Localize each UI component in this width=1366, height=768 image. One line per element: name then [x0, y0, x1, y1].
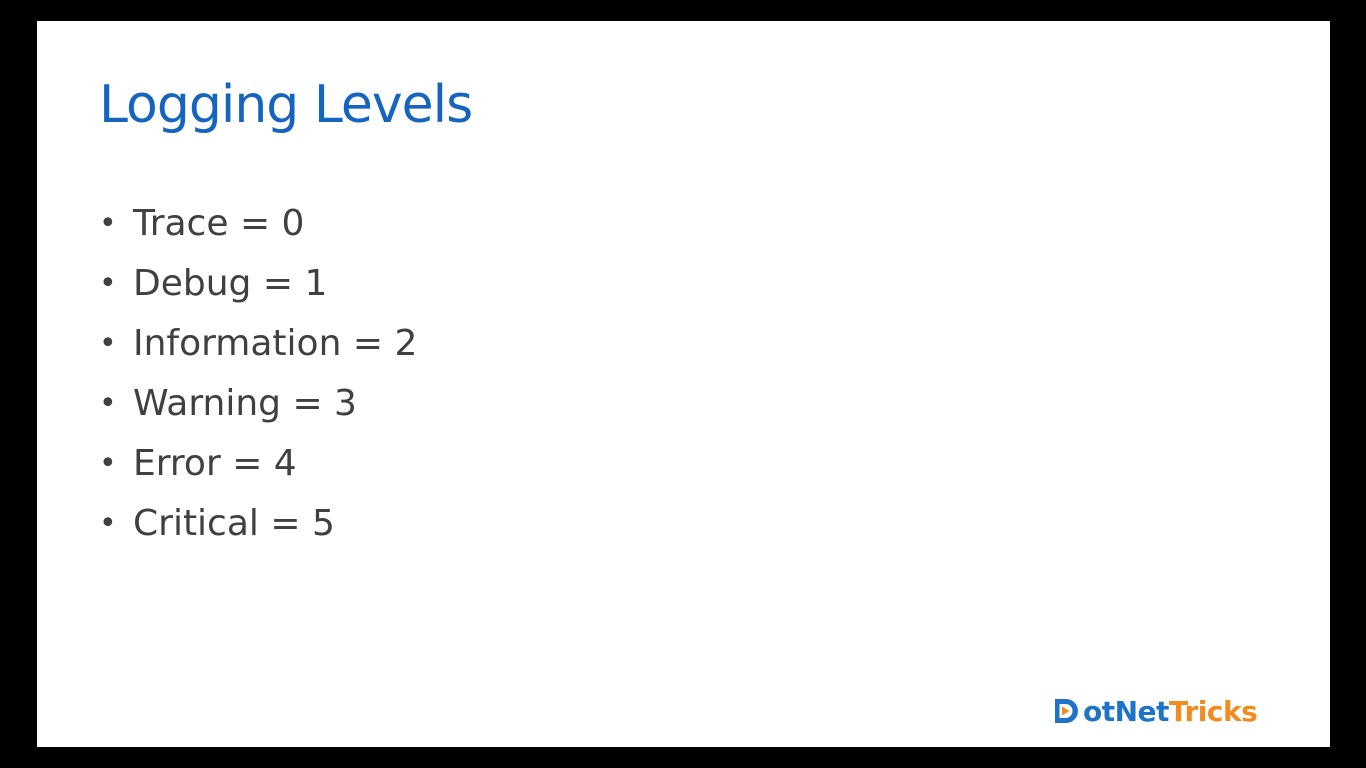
- bullet-text: Warning = 3: [133, 382, 357, 424]
- bullet-item: • Critical = 5: [99, 493, 417, 553]
- logo-text-tricks: Tricks: [1168, 694, 1258, 728]
- bullet-marker: •: [99, 385, 117, 421]
- bullet-item: • Error = 4: [99, 433, 417, 493]
- logo-text-dotnet: otNet: [1083, 694, 1169, 728]
- slide-title: Logging Levels: [99, 75, 473, 135]
- dotnettricks-logo: otNet Tricks: [1051, 693, 1258, 729]
- bullet-text: Information = 2: [133, 322, 418, 364]
- bullet-marker: •: [99, 325, 117, 361]
- bullet-item: • Trace = 0: [99, 193, 417, 253]
- bullet-text: Trace = 0: [133, 202, 305, 244]
- play-d-logo-icon: [1055, 699, 1078, 723]
- bullet-marker: •: [99, 445, 117, 481]
- bullet-marker: •: [99, 205, 117, 241]
- bullet-text: Debug = 1: [133, 262, 328, 304]
- slide: Logging Levels • Trace = 0 • Debug = 1 •…: [37, 21, 1330, 747]
- bullet-list: • Trace = 0 • Debug = 1 • Information = …: [99, 193, 417, 553]
- bullet-text: Critical = 5: [133, 502, 335, 544]
- bullet-marker: •: [99, 265, 117, 301]
- bullet-item: • Information = 2: [99, 313, 417, 373]
- bullet-item: • Debug = 1: [99, 253, 417, 313]
- bullet-text: Error = 4: [133, 442, 297, 484]
- bullet-marker: •: [99, 505, 117, 541]
- bullet-item: • Warning = 3: [99, 373, 417, 433]
